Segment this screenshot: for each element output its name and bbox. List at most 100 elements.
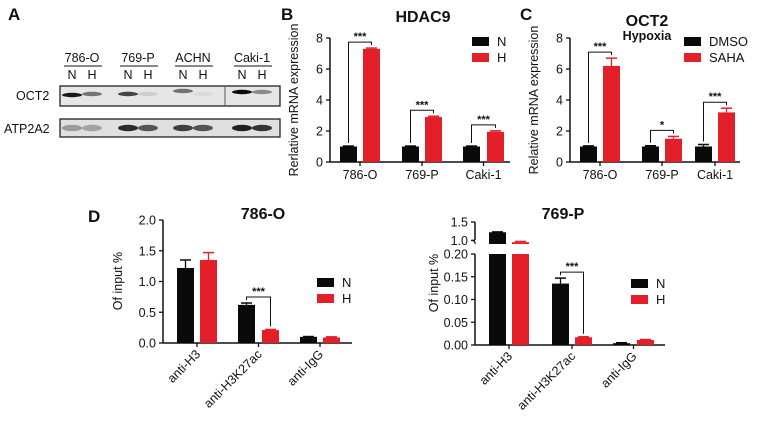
legend-label: H: [342, 291, 351, 306]
bar-dmso: [695, 146, 712, 162]
legend-label: N: [497, 34, 506, 49]
y-tick-label: 6: [316, 63, 323, 77]
y-tick-label: 8: [556, 32, 563, 46]
chart-title: HDAC9: [395, 9, 450, 26]
bar-n: [463, 146, 480, 162]
y-tick-label: 0.05: [444, 316, 468, 330]
oct2-band: [173, 88, 193, 94]
y-tick-label: 1.5: [139, 244, 156, 258]
legend-label: H: [656, 292, 665, 307]
atp2a2-band: [193, 124, 213, 132]
chart-title: OCT2: [626, 13, 669, 30]
x-tick-label: Caki-1: [697, 168, 733, 182]
legend-swatch-n: [472, 37, 489, 46]
bar-saha: [603, 65, 620, 162]
legend-swatch-h: [472, 53, 489, 62]
y-tick-label: 2: [556, 125, 563, 139]
atp2a2-band: [118, 124, 138, 132]
x-tick-label: 769-P: [405, 168, 438, 182]
x-tick-label: anti-IgG: [285, 347, 326, 388]
significance-bracket: [471, 124, 496, 144]
legend-swatch-saha: [684, 53, 701, 62]
bar-h: [425, 117, 442, 162]
lane-label: N: [123, 68, 132, 82]
significance-label: *: [660, 119, 665, 131]
atp2a2-band: [232, 124, 252, 132]
x-tick-label: Caki-1: [465, 168, 501, 182]
panel-label-c: C: [520, 5, 532, 24]
y-tick-label: 0.20: [444, 248, 468, 262]
charts: HDAC9 Rerlative mRNA expression 0 2 4 6 8 786-O…: [111, 9, 748, 413]
y-tick-label: 0: [316, 156, 323, 170]
chart-b: HDAC9 Rerlative mRNA expression 0 2 4 6 8 786-O…: [287, 9, 510, 182]
atp2a2-band: [173, 124, 193, 132]
bar-n: [340, 146, 357, 162]
lane-label: H: [87, 68, 96, 82]
panel-label-a: A: [8, 5, 20, 24]
oct2-band: [232, 89, 252, 95]
x-tick-label: 786-O: [343, 168, 378, 182]
lane-label: H: [198, 68, 207, 82]
significance-bracket: [246, 296, 271, 327]
lane-label: N: [67, 68, 76, 82]
cell-line-label: 769-P: [121, 51, 154, 65]
bar-h: [323, 337, 340, 343]
lane-label: N: [237, 68, 246, 82]
y-tick-label: 1.0: [139, 275, 156, 289]
significance-bracket: [348, 41, 372, 144]
y-tick-label: 0: [556, 156, 563, 170]
bar-h-upper: [512, 242, 529, 244]
cell-line-label: 786-O: [65, 51, 100, 65]
panel-label-d: D: [88, 207, 100, 226]
legend-label: N: [656, 276, 665, 291]
y-tick-label: 0.15: [444, 270, 468, 284]
lane-label: H: [143, 68, 152, 82]
row-label-atp2a2: ATP2A2: [4, 122, 50, 136]
y-tick-label: 0.5: [139, 306, 156, 320]
bar-h: [200, 259, 217, 343]
y-axis-label: Of input %: [111, 252, 125, 310]
legend-label: DMSO: [709, 34, 748, 49]
row-label-oct2: OCT2: [16, 89, 49, 103]
lane-label: H: [257, 68, 266, 82]
bar-h: [487, 131, 504, 162]
bar-n-lower: [489, 254, 506, 345]
significance-bracket: [703, 101, 727, 142]
x-tick-label: anti-H3K27ac: [515, 349, 578, 412]
bar-dmso: [580, 146, 597, 162]
legend-label: N: [342, 275, 351, 290]
y-tick-label: 2: [316, 125, 323, 139]
y-tick-label: 0.10: [444, 293, 468, 307]
bar-dmso: [642, 146, 659, 162]
legend-swatch-h: [317, 294, 334, 303]
bar-n: [238, 304, 255, 343]
x-tick-label: anti-H3: [477, 349, 515, 387]
bar-h: [575, 337, 592, 345]
bar-n-upper: [489, 232, 506, 244]
bar-n: [613, 343, 630, 345]
significance-label: ***: [416, 99, 430, 111]
bar-h: [363, 48, 380, 162]
bar-n: [552, 283, 569, 345]
significance-label: ***: [354, 31, 368, 43]
panel-label-b: B: [281, 5, 293, 24]
significance-label: ***: [566, 261, 580, 273]
legend-label: H: [497, 50, 506, 65]
oct2-band: [193, 91, 213, 97]
oct2-band: [82, 91, 102, 97]
legend-swatch-n: [631, 279, 648, 288]
significance-label: ***: [709, 91, 723, 103]
significance-bracket: [650, 129, 674, 143]
atp2a2-blot-strip: [59, 118, 281, 138]
bar-h-lower: [512, 254, 529, 345]
oct2-band: [118, 91, 138, 97]
bar-saha: [665, 138, 682, 162]
atp2a2-band: [62, 124, 82, 132]
y-axis-label: Relative mRNA expression: [527, 26, 541, 175]
significance-label: ***: [252, 286, 266, 298]
oct2-band: [252, 89, 272, 95]
y-tick-label: 8: [316, 32, 323, 46]
